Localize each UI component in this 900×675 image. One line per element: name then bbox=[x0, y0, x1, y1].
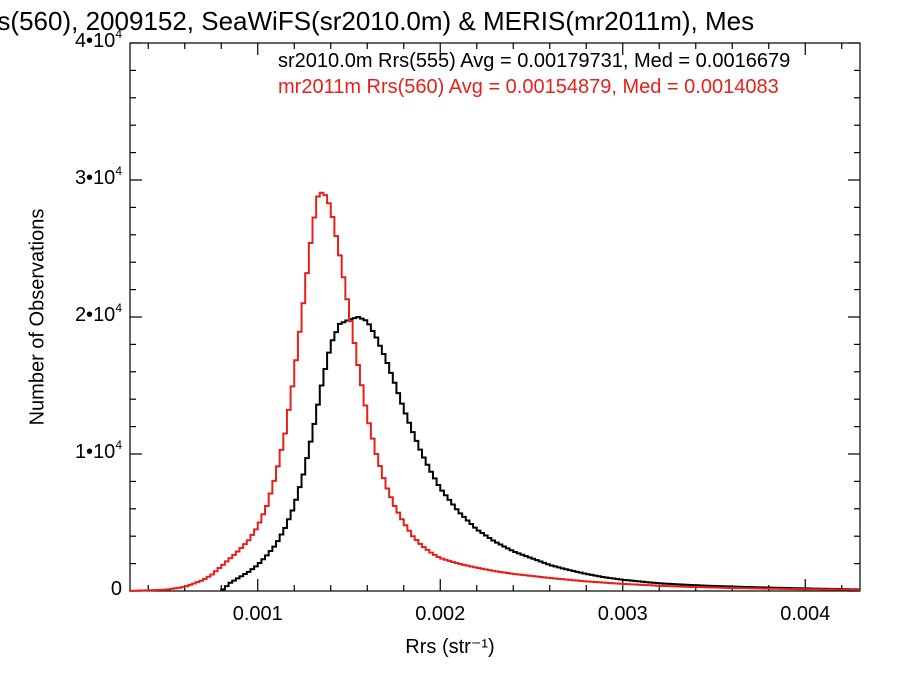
y-tick-label: 4•104 bbox=[74, 27, 122, 52]
series-line-mr2011 bbox=[129, 191, 860, 592]
series-red-stats: mr2011m Rrs(560) Avg = 0.00154879, Med =… bbox=[278, 76, 779, 98]
plot-frame bbox=[129, 42, 861, 592]
x-axis-label: Rrs (str⁻¹) bbox=[405, 636, 495, 658]
y-tick-label: 1•104 bbox=[74, 438, 122, 463]
y-tick-label: 3•104 bbox=[74, 164, 122, 189]
series-line-sr2010 bbox=[220, 316, 860, 591]
x-tick-label: 0.003 bbox=[597, 603, 648, 625]
y-axis-label: Number of Observations bbox=[26, 208, 49, 426]
series-layer bbox=[129, 191, 860, 592]
x-tick-label: 0.001 bbox=[232, 603, 283, 625]
x-tick-label: 0.002 bbox=[415, 603, 466, 625]
axis-ticks bbox=[130, 42, 860, 592]
x-tick-label: 0.004 bbox=[780, 603, 831, 625]
series-black-stats: sr2010.0m Rrs(555) Avg = 0.00179731, Med… bbox=[278, 50, 791, 72]
y-tick-label: 0 bbox=[110, 578, 122, 600]
chart-title: Rrs(560), 2009152, SeaWiFS(sr2010.0m) & … bbox=[0, 6, 755, 36]
y-tick-label: 2•104 bbox=[74, 301, 122, 326]
